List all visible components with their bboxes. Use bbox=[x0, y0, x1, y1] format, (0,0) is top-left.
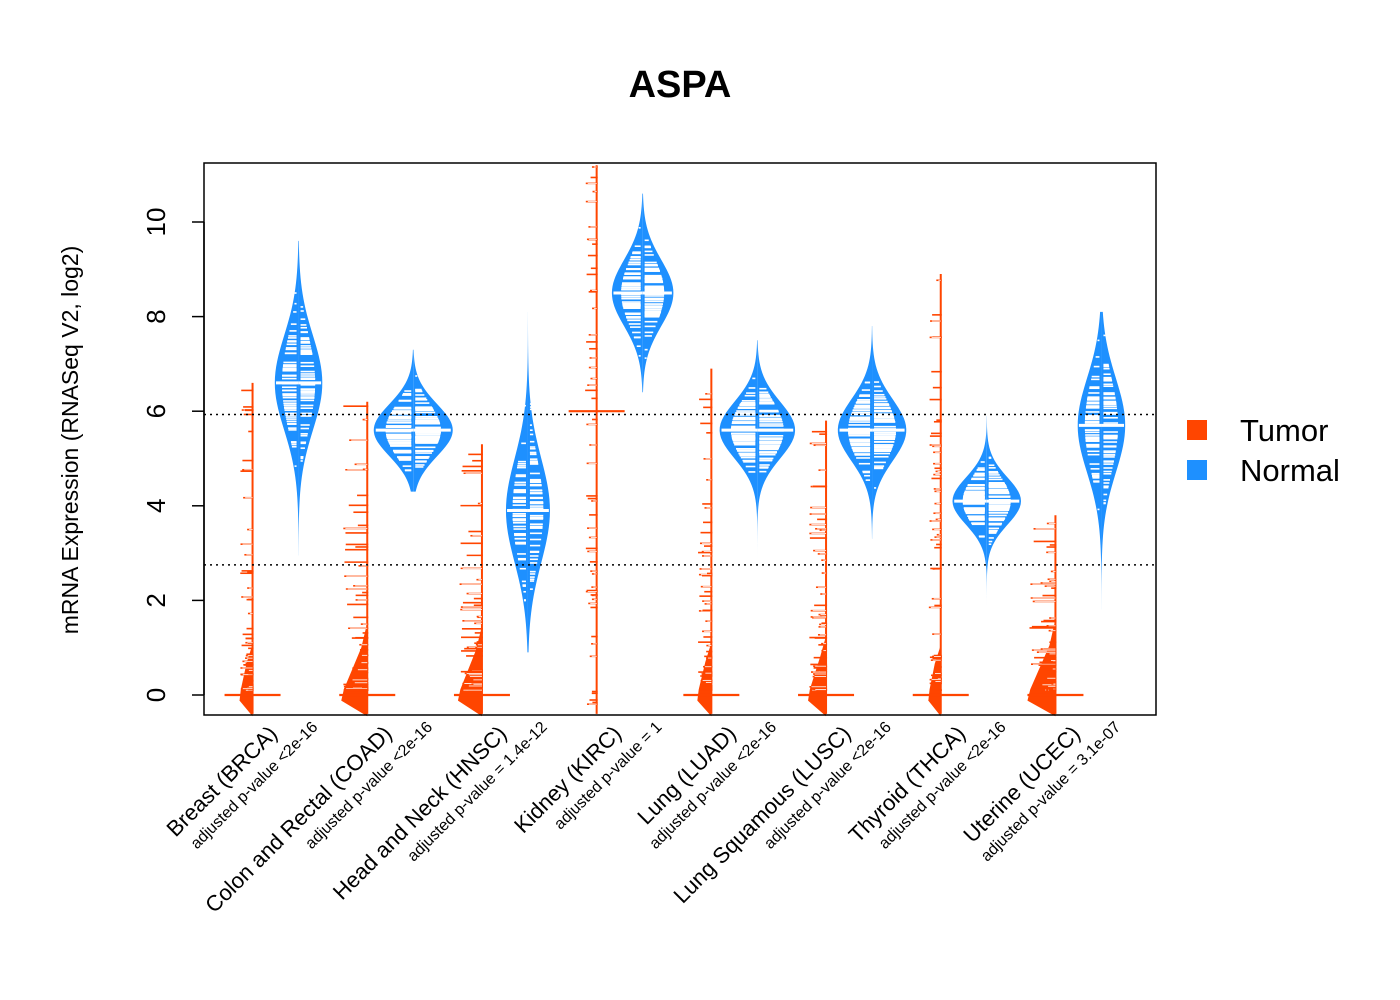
x-axis-labels: Breast (BRCA)adjusted p-value <2e-16Colo… bbox=[162, 719, 1125, 918]
tumor-bean bbox=[798, 420, 855, 717]
tumor-density bbox=[341, 622, 368, 717]
normal-bean bbox=[837, 326, 873, 539]
legend-label: Normal bbox=[1240, 453, 1340, 488]
reference-lines bbox=[204, 413, 1156, 566]
legend-swatch bbox=[1187, 460, 1207, 480]
tumor-bean bbox=[683, 368, 740, 717]
y-axis: 0 2 4 6 8 10 bbox=[141, 208, 205, 702]
tumor-bean bbox=[224, 382, 281, 717]
normal-bean bbox=[505, 311, 528, 653]
normal-bean bbox=[527, 311, 550, 653]
tumor-density bbox=[1027, 619, 1056, 717]
normal-bean bbox=[719, 340, 758, 558]
normal-bean bbox=[1077, 311, 1102, 610]
normal-bean bbox=[1101, 311, 1126, 610]
tumor-density bbox=[697, 642, 712, 717]
y-tick-label: 10 bbox=[141, 208, 171, 237]
tumor-bean bbox=[453, 444, 510, 717]
normal-bean bbox=[986, 415, 1021, 606]
normal-bean bbox=[757, 340, 796, 558]
normal-bean bbox=[413, 349, 453, 492]
normal-bean bbox=[274, 240, 299, 556]
y-tick-label: 4 bbox=[141, 499, 171, 513]
normal-bean bbox=[952, 415, 987, 606]
tumor-bean bbox=[339, 401, 396, 717]
y-tick-label: 0 bbox=[141, 688, 171, 702]
normal-bean bbox=[642, 193, 674, 393]
plot-frame bbox=[203, 162, 1157, 716]
tumor-bean bbox=[568, 165, 625, 714]
legend-swatch bbox=[1187, 420, 1207, 440]
chart-title: ASPA bbox=[629, 64, 732, 106]
y-axis-label: mRNA Expression (RNASeq V2, log2) bbox=[57, 246, 83, 635]
normal-bean bbox=[373, 349, 414, 492]
y-tick-label: 2 bbox=[141, 593, 171, 607]
normal-bean bbox=[298, 240, 323, 556]
legend-label: Tumor bbox=[1240, 413, 1328, 448]
legend: Tumor Normal bbox=[1187, 413, 1340, 488]
normal-bean bbox=[611, 193, 643, 393]
normal-bean bbox=[872, 326, 907, 539]
bean-group bbox=[224, 165, 1126, 717]
y-tick-label: 8 bbox=[141, 309, 171, 323]
y-tick-label: 6 bbox=[141, 404, 171, 418]
tumor-bean bbox=[1027, 515, 1084, 717]
tumor-bean bbox=[912, 274, 969, 717]
